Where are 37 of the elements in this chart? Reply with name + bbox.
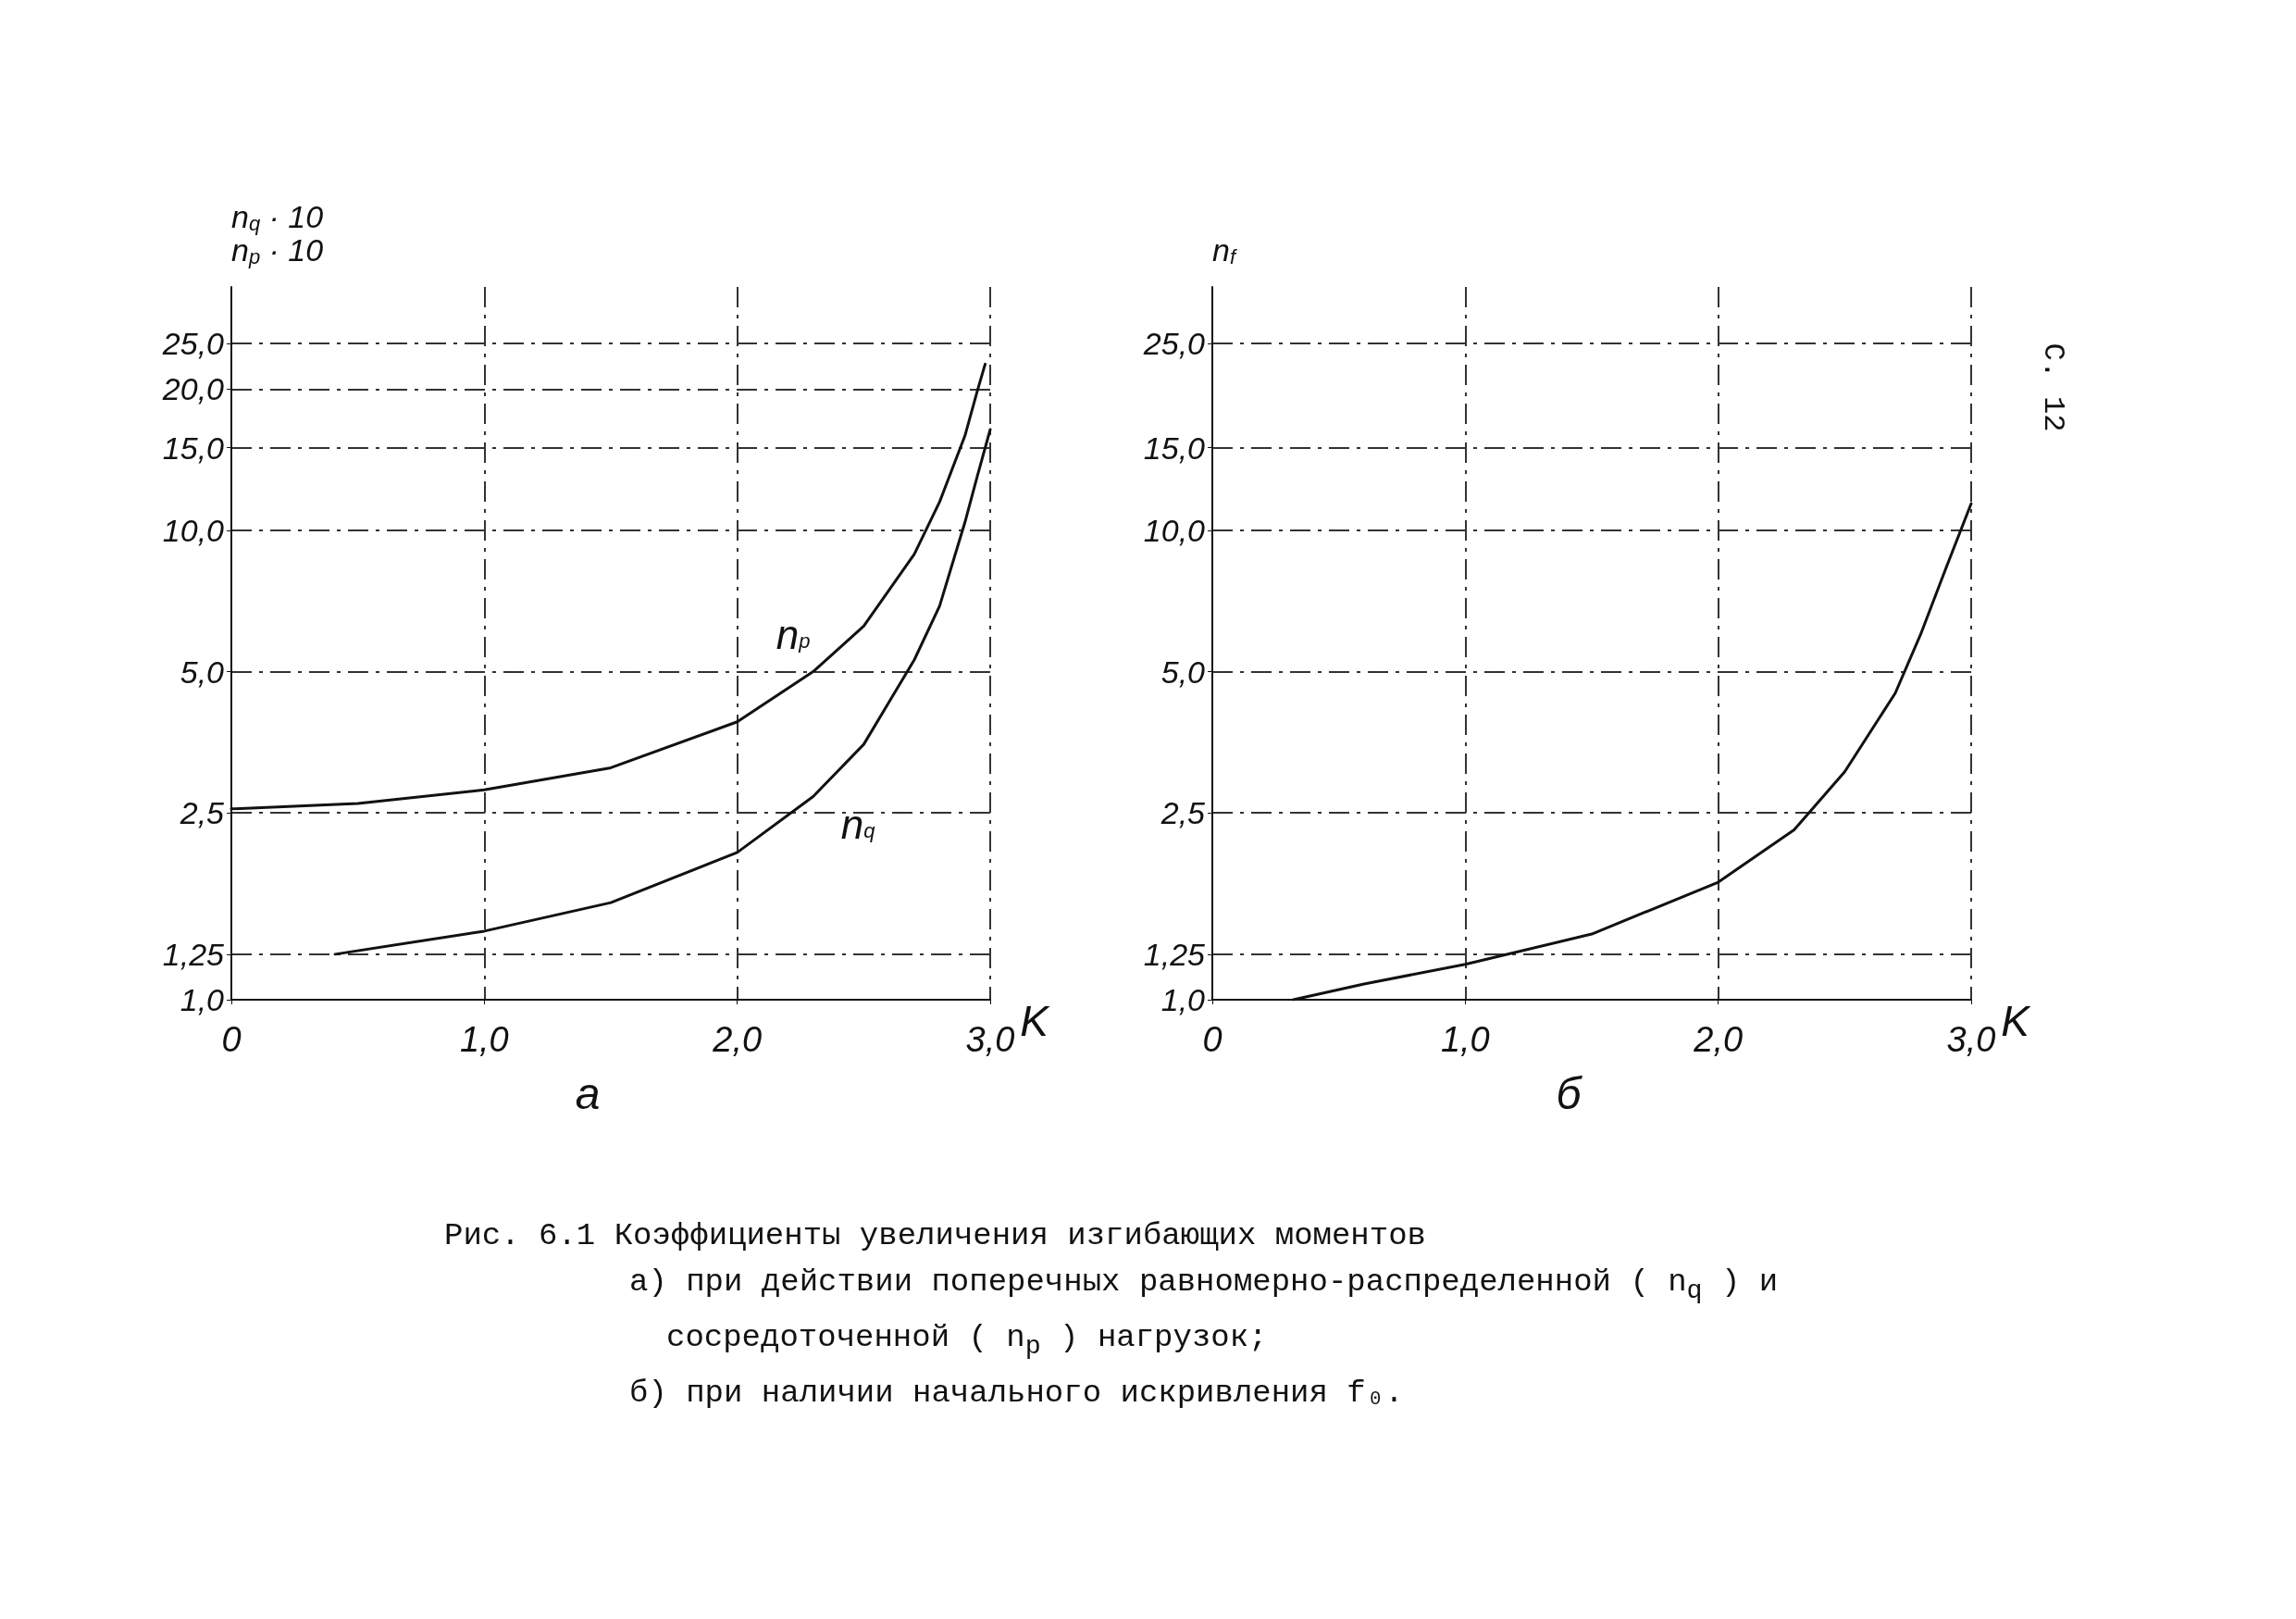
y-tick-label: 15,0 [162, 430, 225, 466]
x-tick-label: 1,0 [459, 1020, 509, 1059]
y-tick-label: 20,0 [161, 371, 225, 407]
y-tick-label: 25,0 [1142, 326, 1206, 362]
series-label: np [776, 612, 811, 658]
x-axis-title: K [2001, 997, 2032, 1045]
y-tick-label: 5,0 [180, 654, 225, 690]
y-axis-title: nf [1212, 232, 1238, 268]
y-tick-label: 10,0 [1143, 512, 1206, 548]
y-tick-label: 15,0 [1143, 430, 1206, 466]
x-tick-label: 0 [1202, 1020, 1222, 1059]
x-tick-label: 3,0 [1946, 1020, 1996, 1059]
y-tick-label: 25,0 [161, 326, 225, 362]
y-tick-label: 1,25 [162, 936, 225, 972]
y-tick-label: 1,0 [1160, 982, 1206, 1017]
x-tick-label: 1,0 [1440, 1020, 1490, 1059]
y-tick-label: 2,5 [1160, 795, 1206, 831]
x-tick-label: 2,0 [712, 1020, 763, 1059]
y-tick-label: 2,5 [179, 795, 225, 831]
x-tick-label: 3,0 [965, 1020, 1015, 1059]
y-axis-title: nq · 10 np · 10 [231, 199, 324, 268]
text: Рис. 6.1 Коэффициенты увеличения изгибающих моментов [444, 1217, 1427, 1255]
y-tick-label: 1,25 [1143, 936, 1206, 972]
series-label: nq [840, 801, 876, 847]
line-series [333, 428, 992, 956]
y-tick-label: 1,0 [180, 982, 225, 1017]
text: б) при наличии начального искривления f₀. [628, 1374, 1405, 1413]
y-tick-label: 10,0 [162, 512, 225, 548]
text: а [575, 1068, 601, 1118]
text: а) при действии поперечных равномерно-распределенной ( n$_{q}$ ) и [628, 1264, 1779, 1308]
x-axis-title: K [1020, 997, 1051, 1045]
text: С. 12 [2035, 342, 2070, 432]
x-tick-label: 0 [221, 1020, 242, 1059]
text: сосредоточенной ( n$_{p}$ ) нагрузок; [665, 1318, 1269, 1364]
y-tick-label: 5,0 [1160, 654, 1206, 690]
text: б [1556, 1068, 1583, 1118]
x-tick-label: 2,0 [1693, 1020, 1744, 1059]
